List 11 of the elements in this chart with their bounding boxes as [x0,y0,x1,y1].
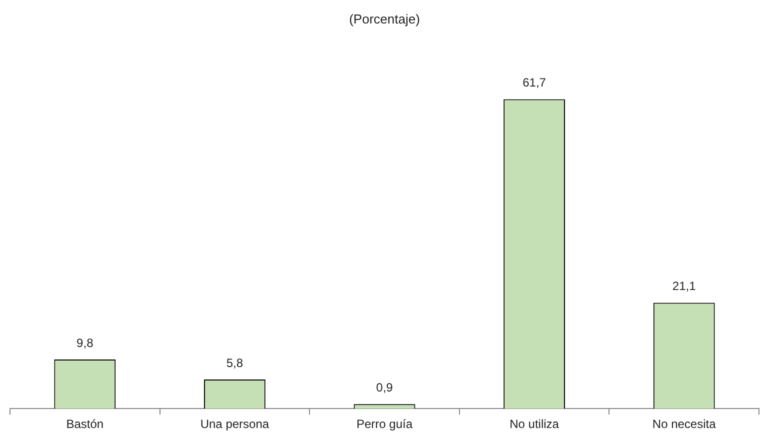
x-tick-label: Bastón [66,417,104,432]
x-tick-label: Perro guía [356,417,413,432]
data-label: 5,8 [226,356,244,370]
data-label: 9,8 [76,336,94,350]
chart-title: (Porcentaje) [349,11,420,26]
data-label: 0,9 [376,380,394,394]
data-label: 21,1 [672,279,696,294]
data-label: 61,7 [522,76,546,90]
x-tick-label: Una persona [200,417,270,432]
x-tick-label: No utiliza [510,417,560,432]
x-tick-label: No necesita [652,417,716,432]
